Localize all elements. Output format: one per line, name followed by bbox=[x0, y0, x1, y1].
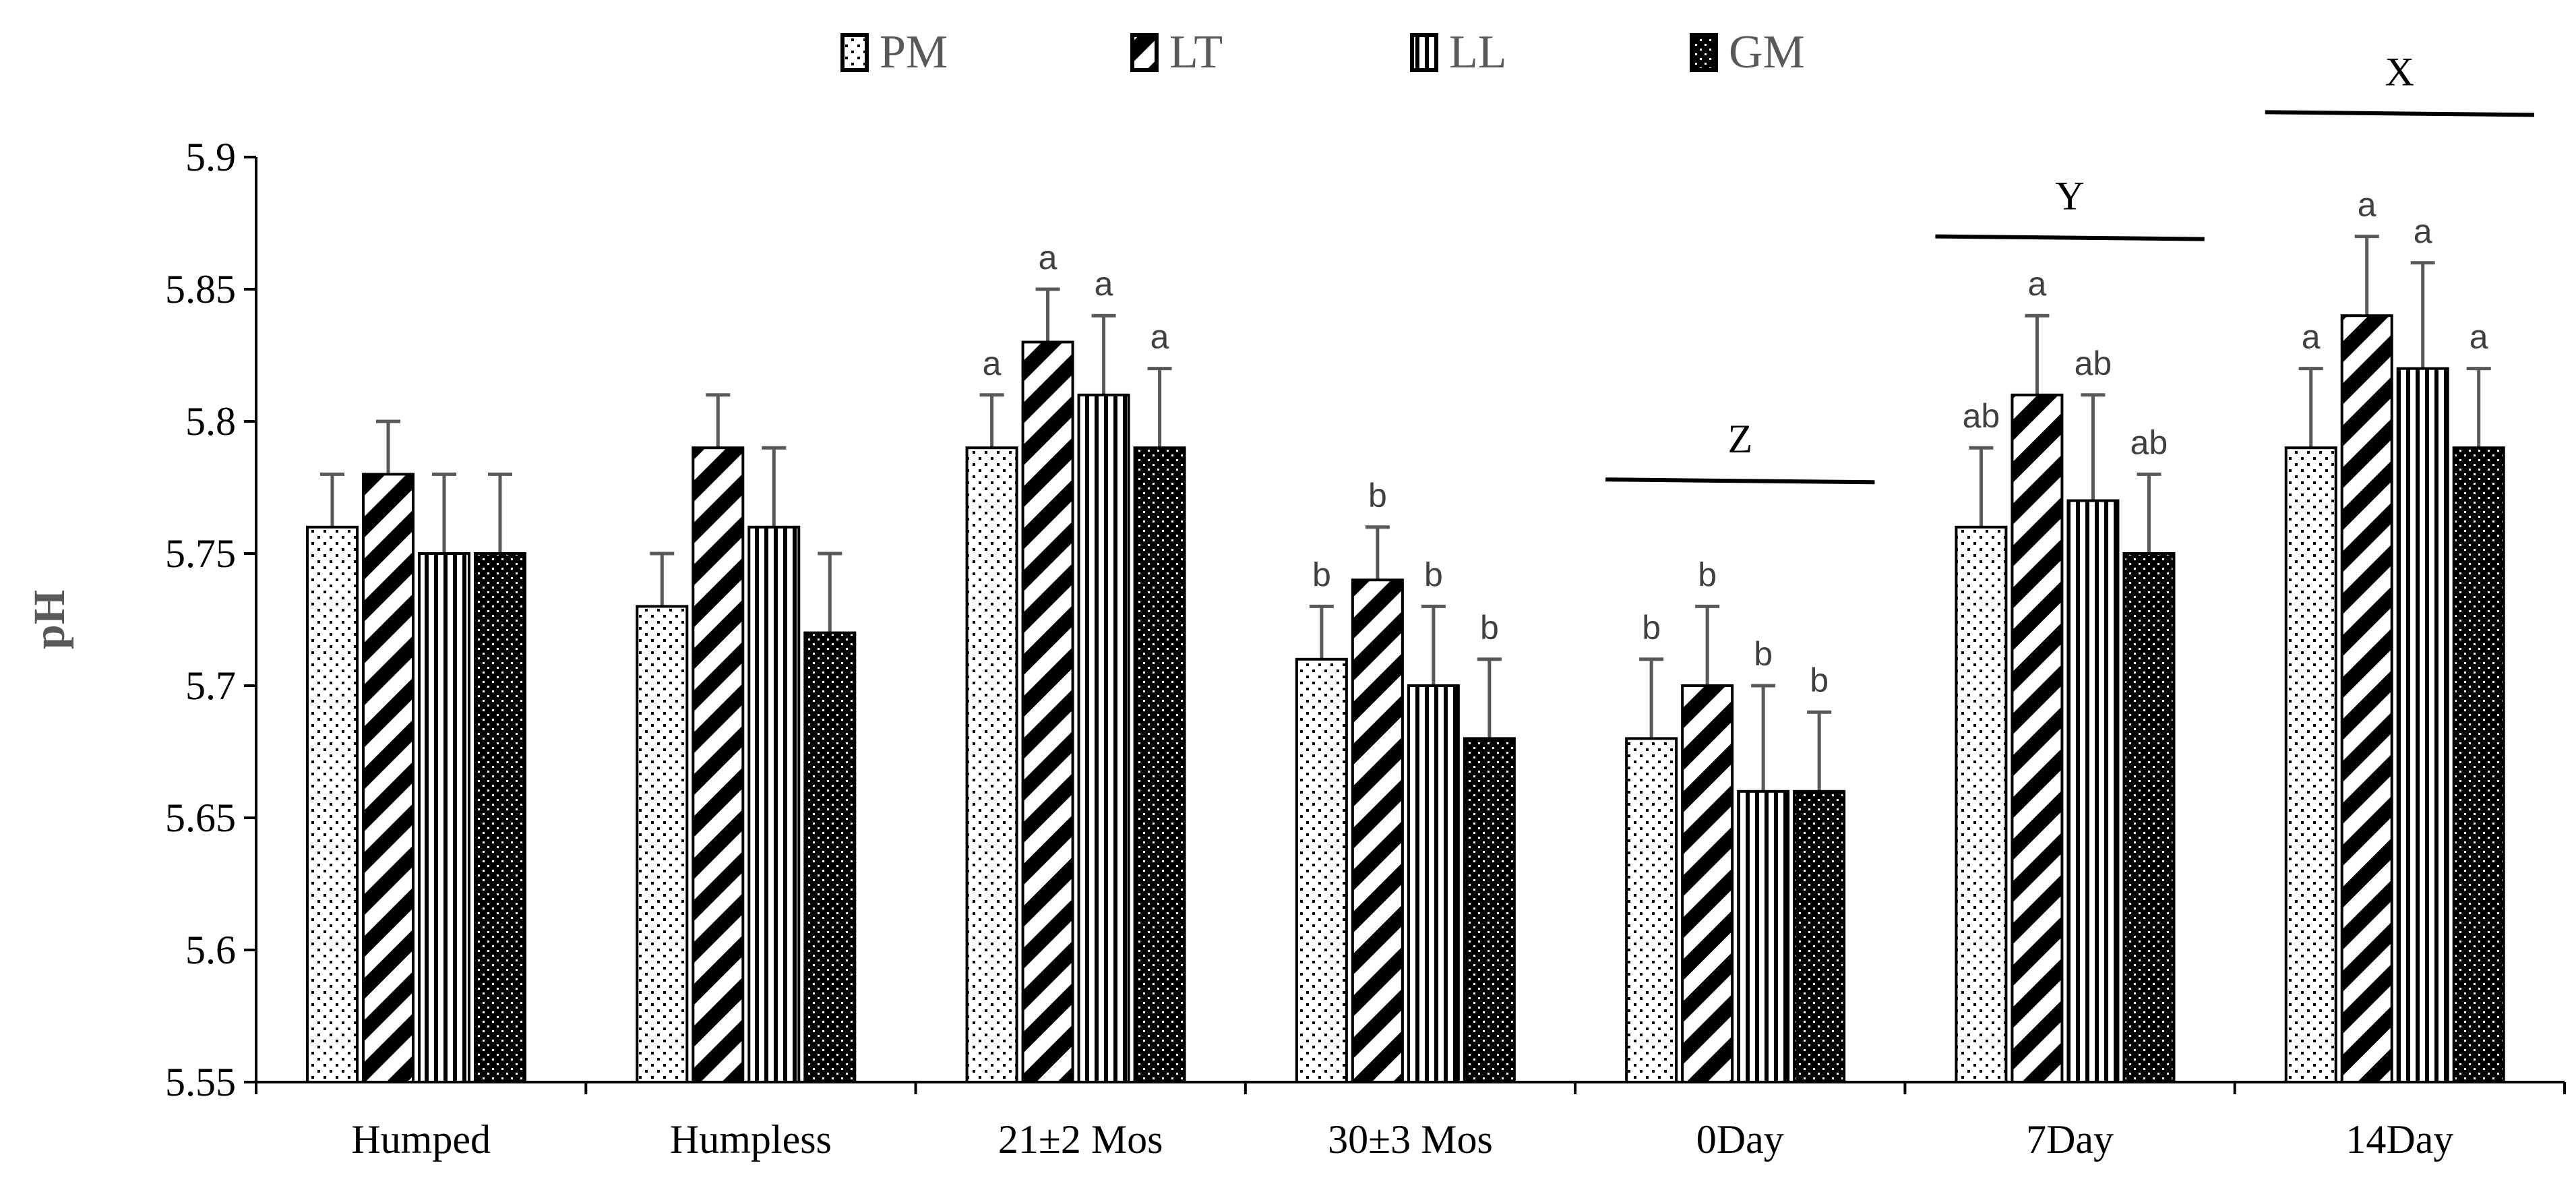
group-bracket-line bbox=[2265, 110, 2535, 117]
bar-ll bbox=[1737, 789, 1790, 1084]
legend-label-pm: PM bbox=[880, 26, 948, 78]
y-tick-label: 5.7 bbox=[185, 663, 236, 708]
y-tick-label: 5.9 bbox=[185, 135, 236, 179]
bar-gm bbox=[1793, 789, 1846, 1084]
y-tick-label: 5.65 bbox=[165, 796, 236, 840]
bar-gm bbox=[474, 552, 526, 1083]
x-category-label: Humped bbox=[351, 1117, 491, 1162]
bar-gm bbox=[803, 631, 857, 1083]
legend-label-gm: GM bbox=[1729, 26, 1805, 78]
x-category-label: 21±2 Mos bbox=[998, 1117, 1163, 1162]
x-category-label: 0Day bbox=[1696, 1117, 1784, 1162]
legend-swatch-lt bbox=[1130, 33, 1159, 72]
significance-letter: b bbox=[1754, 635, 1773, 673]
group-letter: Y bbox=[2055, 174, 2084, 218]
y-tick-label: 5.8 bbox=[185, 399, 236, 444]
bar-ll bbox=[2396, 367, 2449, 1083]
bar-gm bbox=[2122, 552, 2176, 1083]
bar-pm bbox=[306, 525, 359, 1083]
significance-letter: b bbox=[1312, 556, 1331, 593]
bar-pm bbox=[636, 605, 689, 1083]
bar-gm bbox=[2452, 446, 2505, 1083]
significance-letter: a bbox=[1039, 239, 1057, 276]
bar-ll bbox=[747, 525, 801, 1083]
axes: 5.55 5.6 5.65 5.7 5.75 5.8 5.85 5.9 Humped Humple… bbox=[25, 135, 2566, 1162]
bar-lt bbox=[1021, 340, 1074, 1083]
bar-ll bbox=[1077, 393, 1130, 1083]
bar-pm bbox=[965, 446, 1018, 1083]
significance-letter: b bbox=[1424, 556, 1443, 593]
annotations: Z Y X bbox=[1605, 49, 2535, 485]
y-axis-title: pH bbox=[25, 590, 74, 649]
bar-lt bbox=[362, 473, 415, 1083]
significance-letter: a bbox=[2414, 212, 2432, 250]
significance-letter: b bbox=[1368, 477, 1387, 514]
significance-letter: b bbox=[1642, 609, 1661, 647]
bar-lt bbox=[692, 446, 745, 1083]
significance-letter: a bbox=[2358, 186, 2376, 224]
group-bracket-line bbox=[1935, 234, 2205, 241]
bar-ll bbox=[418, 552, 470, 1083]
bar-ll bbox=[2066, 499, 2120, 1083]
significance-letter: ab bbox=[2130, 423, 2168, 461]
legend-swatch-pm bbox=[840, 33, 869, 72]
bar-gm bbox=[1133, 446, 1186, 1083]
x-category-label: 30±3 Mos bbox=[1328, 1117, 1493, 1162]
y-tick-label: 5.55 bbox=[165, 1060, 236, 1104]
y-tick-label: 5.75 bbox=[165, 531, 236, 576]
bar-pm bbox=[2284, 446, 2337, 1083]
group-bracket-line bbox=[1605, 477, 1875, 485]
significance-letter: b bbox=[1698, 556, 1717, 593]
significance-letter: a bbox=[983, 345, 1002, 382]
legend: PM LT LL GM bbox=[840, 26, 1805, 78]
significance-letter: ab bbox=[1963, 397, 2000, 435]
legend-label-ll: LL bbox=[1449, 26, 1507, 78]
significance-letter: a bbox=[2302, 318, 2321, 356]
y-tick-label: 5.6 bbox=[185, 928, 236, 972]
y-tick-label: 5.85 bbox=[165, 267, 236, 311]
significance-letter: ab bbox=[2075, 345, 2112, 382]
bar-gm bbox=[1463, 737, 1516, 1084]
significance-letter: a bbox=[2028, 265, 2047, 303]
group-letter: X bbox=[2385, 49, 2414, 94]
bar-lt bbox=[1681, 684, 1734, 1083]
bar-lt bbox=[2340, 314, 2393, 1084]
legend-swatch-ll bbox=[1410, 33, 1438, 72]
x-category-label: 14Day bbox=[2345, 1117, 2453, 1162]
x-category-label: 7Day bbox=[2026, 1117, 2114, 1162]
bar-pm bbox=[1955, 525, 2008, 1083]
x-category-label: Humpless bbox=[670, 1117, 832, 1162]
significance-letter: b bbox=[1480, 609, 1499, 647]
bar-lt bbox=[2011, 393, 2064, 1083]
significance-letter: a bbox=[1151, 318, 1169, 356]
significance-letter: a bbox=[2470, 318, 2488, 356]
legend-swatch-gm bbox=[1690, 33, 1718, 72]
legend-label-lt: LT bbox=[1169, 26, 1223, 78]
significance-letter: b bbox=[1810, 661, 1829, 699]
bar-ll bbox=[1407, 684, 1460, 1083]
bar-pm bbox=[1295, 657, 1348, 1083]
group-letter: Z bbox=[1727, 417, 1752, 461]
bar-lt bbox=[1351, 578, 1404, 1083]
significance-letter: a bbox=[1095, 265, 1113, 303]
bar-pm bbox=[1625, 737, 1678, 1084]
